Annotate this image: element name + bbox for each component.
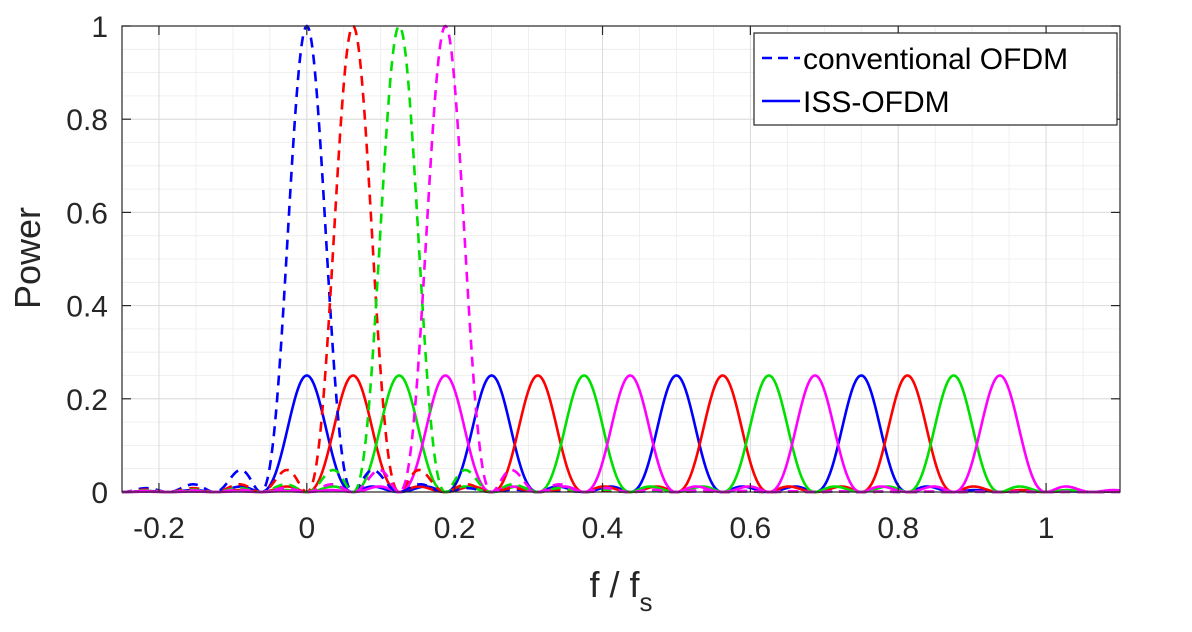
x-tick-label: 1: [1038, 512, 1055, 545]
plot-frame: [121, 25, 1121, 493]
y-tick-label: 0: [91, 477, 108, 510]
x-axis-label-main: f / f: [589, 564, 640, 605]
y-tick-label: 0.2: [66, 384, 108, 417]
svg-text:f / fs: f / fs: [589, 564, 652, 617]
legend-label-iss: ISS-OFDM: [803, 86, 950, 119]
x-axis-label: f / fs: [589, 564, 652, 617]
x-tick-label: 0.2: [434, 512, 476, 545]
x-tick-label: 0.8: [877, 512, 919, 545]
x-tick-label: -0.2: [133, 512, 185, 545]
x-tick-label: 0: [298, 512, 315, 545]
legend-label-conventional: conventional OFDM: [803, 43, 1068, 76]
y-axis-label: Power: [7, 207, 48, 309]
grid: [121, 25, 1121, 493]
y-tick-label: 0.6: [66, 197, 108, 230]
y-tick-label: 0.8: [66, 104, 108, 137]
series-conventional-ofdm-3: [122, 24, 1121, 494]
legend: conventional OFDM ISS-OFDM: [753, 32, 1118, 126]
x-tick-label: 0.4: [582, 512, 624, 545]
ticks: -0.2 0 0.2 0.4 0.6 0.8 1 0 0.2 0.4 0.6 0.8 1: [66, 11, 1120, 545]
y-tick-label: 1: [91, 11, 108, 44]
x-axis-label-subscript: s: [640, 587, 653, 617]
x-tick-label: 0.6: [730, 512, 772, 545]
y-tick-label: 0.4: [66, 291, 108, 324]
legend-box: [753, 32, 1118, 126]
